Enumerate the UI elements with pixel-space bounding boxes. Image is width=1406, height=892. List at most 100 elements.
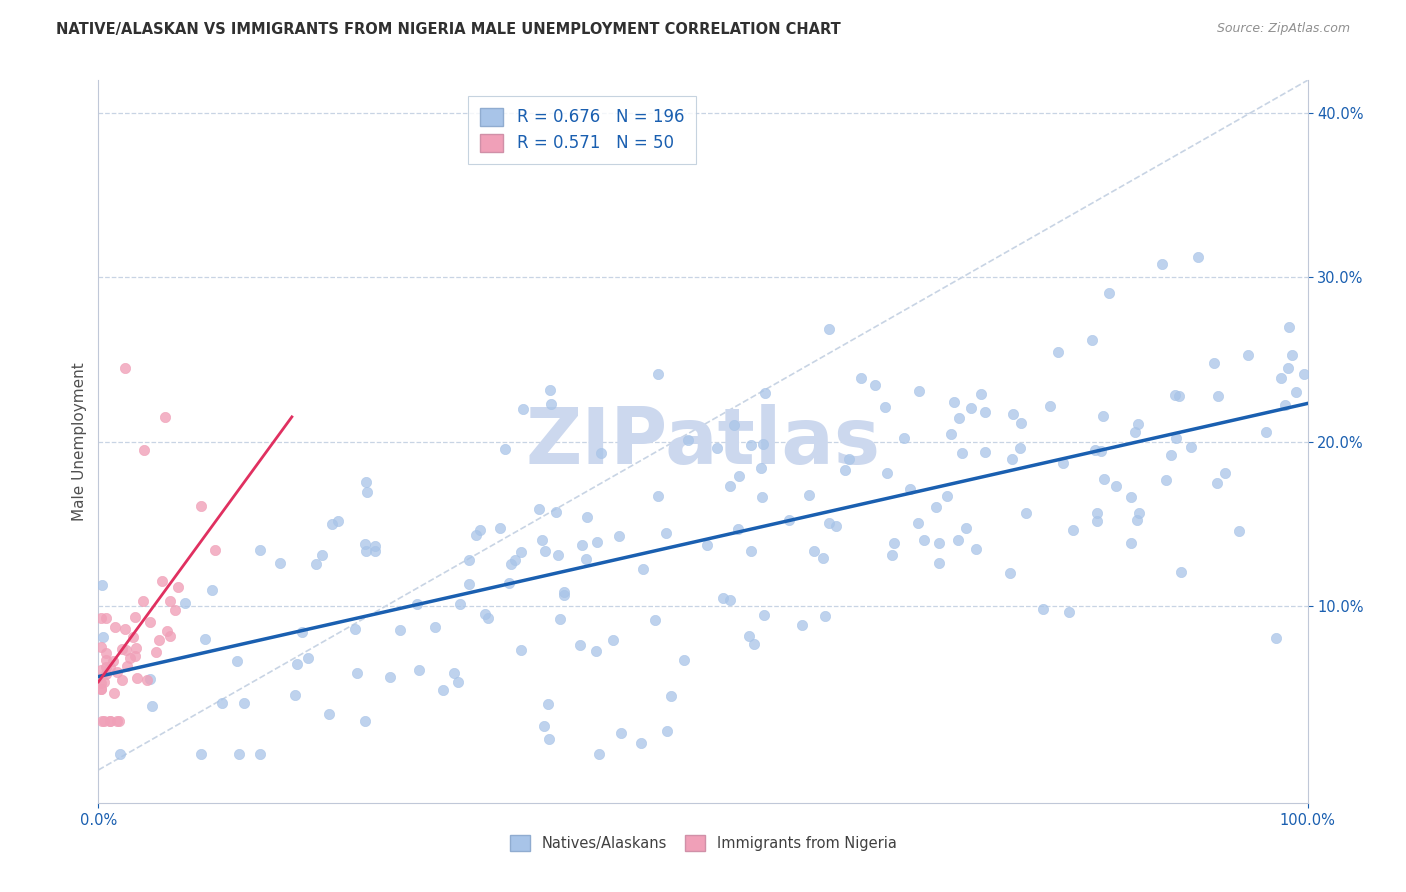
Point: [1126, 417, 1149, 431]
Point: [880, 548, 903, 562]
Point: [343, 622, 366, 636]
Point: [1227, 524, 1250, 538]
Point: [159, 629, 181, 643]
Point: [90, 663, 112, 677]
Point: [509, 545, 531, 559]
Point: [907, 516, 929, 531]
Point: [696, 538, 718, 552]
Point: [297, 651, 319, 665]
Point: [1001, 452, 1024, 467]
Point: [1092, 472, 1115, 486]
Point: [1278, 320, 1301, 334]
Point: [942, 394, 965, 409]
Point: [1170, 565, 1192, 579]
Point: [718, 479, 741, 493]
Point: [233, 696, 256, 710]
Text: ZIPatlas: ZIPatlas: [526, 403, 880, 480]
Point: [173, 596, 195, 610]
Point: [354, 544, 377, 558]
Point: [499, 557, 522, 571]
Point: [474, 607, 496, 622]
Point: [1084, 443, 1107, 458]
Point: [571, 538, 593, 552]
Point: [1092, 409, 1115, 423]
Point: [406, 597, 429, 611]
Point: [96, 667, 118, 681]
Point: [321, 516, 343, 531]
Point: [1292, 367, 1315, 381]
Point: [163, 602, 186, 616]
Point: [1164, 388, 1187, 402]
Point: [114, 643, 136, 657]
Point: [98, 660, 121, 674]
Point: [346, 665, 368, 680]
Point: [544, 505, 567, 519]
Point: [98, 714, 121, 728]
Point: [107, 714, 129, 728]
Point: [912, 533, 935, 547]
Point: [211, 696, 233, 710]
Point: [540, 397, 562, 411]
Point: [90, 611, 112, 625]
Point: [893, 431, 915, 445]
Point: [1047, 345, 1070, 359]
Point: [838, 452, 860, 467]
Point: [1014, 506, 1036, 520]
Point: [94, 611, 117, 625]
Point: [269, 556, 291, 570]
Point: [125, 640, 148, 655]
Point: [1032, 601, 1054, 615]
Point: [96, 660, 118, 674]
Point: [602, 632, 624, 647]
Point: [586, 535, 609, 549]
Point: [647, 489, 669, 503]
Point: [201, 583, 224, 598]
Point: [408, 663, 430, 677]
Point: [284, 688, 307, 702]
Point: [928, 536, 950, 550]
Point: [754, 386, 776, 401]
Point: [353, 537, 375, 551]
Point: [103, 654, 125, 668]
Point: [834, 463, 856, 477]
Point: [655, 525, 678, 540]
Text: Source: ZipAtlas.com: Source: ZipAtlas.com: [1216, 22, 1350, 36]
Point: [93, 630, 115, 644]
Point: [305, 558, 328, 572]
Point: [553, 588, 575, 602]
Point: [356, 485, 378, 500]
Point: [706, 441, 728, 455]
Point: [588, 747, 610, 761]
Point: [589, 446, 612, 460]
Point: [939, 427, 962, 442]
Point: [661, 689, 683, 703]
Point: [465, 528, 488, 542]
Point: [1002, 407, 1025, 421]
Point: [94, 653, 117, 667]
Point: [156, 624, 179, 638]
Point: [575, 552, 598, 566]
Point: [1168, 388, 1191, 402]
Point: [457, 577, 479, 591]
Point: [1281, 348, 1303, 362]
Point: [630, 736, 652, 750]
Point: [105, 714, 128, 728]
Point: [226, 654, 249, 668]
Point: [103, 686, 125, 700]
Point: [111, 642, 134, 657]
Point: [723, 417, 745, 432]
Point: [139, 615, 162, 629]
Point: [537, 731, 560, 746]
Point: [530, 533, 553, 548]
Point: [792, 618, 814, 632]
Point: [122, 630, 145, 644]
Point: [153, 409, 176, 424]
Point: [1160, 448, 1182, 462]
Point: [575, 510, 598, 524]
Point: [633, 561, 655, 575]
Point: [974, 444, 997, 458]
Point: [936, 489, 959, 503]
Point: [925, 500, 948, 514]
Point: [609, 726, 631, 740]
Point: [538, 383, 561, 397]
